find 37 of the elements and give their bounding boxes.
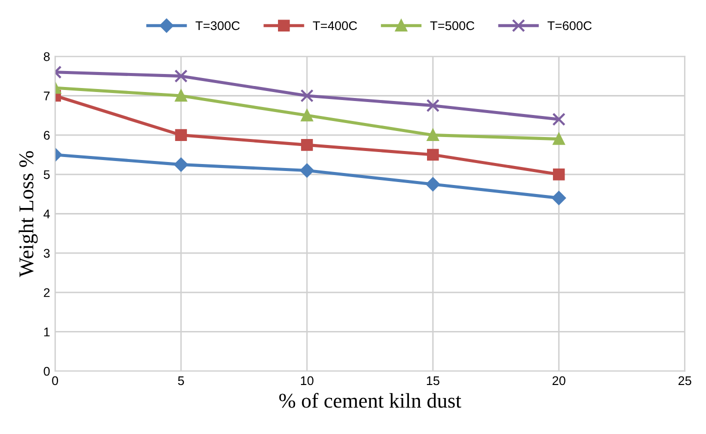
- legend-label: T=300C: [196, 21, 240, 30]
- point: [552, 168, 565, 180]
- point: [300, 89, 314, 102]
- legend-label: T=500C: [430, 21, 474, 30]
- legend-label: T=400C: [312, 21, 357, 30]
- y-tick-label: 4: [44, 210, 50, 218]
- point: [301, 139, 313, 151]
- point: [552, 133, 565, 145]
- y-tick-label: 1: [44, 328, 50, 336]
- point: [175, 90, 187, 102]
- y-tick-label: 8: [44, 52, 50, 62]
- y-tick-label: 0: [44, 366, 50, 376]
- x-tick-label: 5: [178, 376, 184, 386]
- point: [427, 148, 439, 161]
- y-tick-label: 2: [44, 288, 50, 297]
- y-axis-title: Weight Loss %: [18, 151, 38, 278]
- point: [426, 98, 440, 112]
- point: [552, 191, 566, 205]
- y-tick-label: 5: [44, 170, 50, 180]
- x-tick-label: 0: [52, 376, 58, 386]
- y-tick-label: 6: [44, 130, 50, 140]
- point: [175, 129, 187, 141]
- point: [174, 69, 188, 83]
- point: [552, 112, 566, 126]
- x-tick-label: 10: [300, 376, 314, 386]
- x-axis-title: % of cement kiln dust: [279, 392, 462, 408]
- x-tick-label: 15: [426, 376, 440, 386]
- x-tick-label: 20: [552, 376, 566, 386]
- point: [174, 158, 188, 172]
- point: [426, 177, 440, 192]
- y-tick-label: 3: [44, 248, 50, 258]
- legend-label: T=600C: [548, 21, 592, 30]
- x-tick-label: 25: [678, 376, 692, 386]
- y-tick-label: 7: [44, 92, 50, 100]
- point: [427, 129, 439, 141]
- point: [300, 164, 314, 178]
- point: [301, 110, 313, 122]
